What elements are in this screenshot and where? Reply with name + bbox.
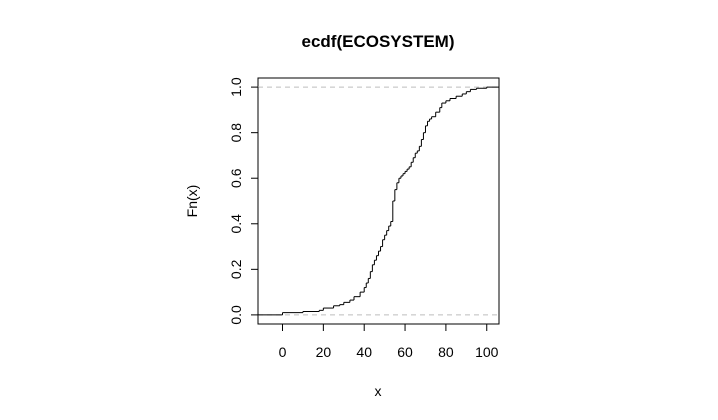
y-tick-label: 1.0 — [228, 77, 244, 97]
x-tick-label: 20 — [316, 344, 332, 360]
y-tick-label: 0.8 — [228, 123, 244, 143]
x-tick-label: 100 — [475, 344, 499, 360]
x-tick-label: 0 — [279, 344, 287, 360]
y-tick-label: 0.4 — [228, 214, 244, 234]
x-axis-label: x — [375, 383, 382, 399]
y-tick-label: 0.6 — [228, 168, 244, 188]
x-axis: 0 20 40 60 80 100 — [279, 323, 499, 360]
y-tick-label: 0.2 — [228, 259, 244, 279]
x-tick-label: 60 — [397, 344, 413, 360]
y-tick-label: 0.0 — [228, 305, 244, 325]
ecdf-series — [258, 86, 499, 316]
x-tick-label: 80 — [438, 344, 454, 360]
chart-title: ecdf(ECOSYSTEM) — [301, 32, 454, 51]
y-axis: 0.0 0.2 0.4 0.6 0.8 1.0 — [228, 77, 259, 325]
x-tick-label: 40 — [356, 344, 372, 360]
plot-box — [257, 77, 500, 325]
reference-lines — [258, 86, 499, 316]
y-axis-label: Fn(x) — [184, 185, 200, 218]
